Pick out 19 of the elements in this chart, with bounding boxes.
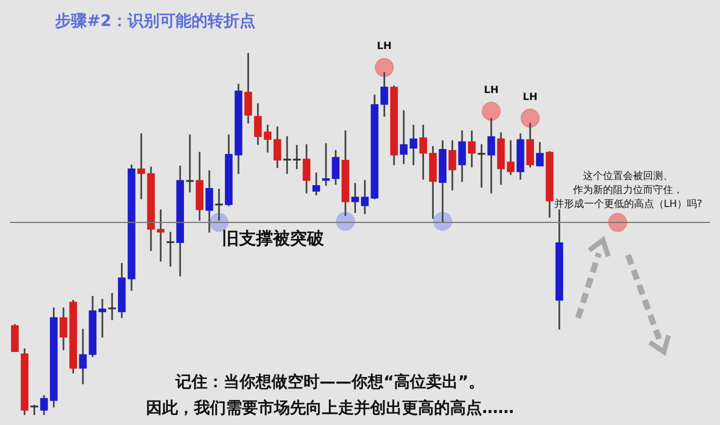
- annotation: 因此，我们需要市场先向上走并创出更高的高点……: [146, 398, 514, 418]
- chart-title: 步骤#2：识别可能的转折点: [55, 11, 256, 32]
- annotation: 作为新的阻力位而守住，: [573, 185, 683, 197]
- point: [520, 108, 540, 128]
- ref-line-label: 旧支撑被突破: [222, 228, 324, 250]
- candlestick: [478, 144, 486, 188]
- annotation: LH: [376, 41, 392, 52]
- annotation: 记住：当你想做空时——你想“高位卖出”。: [175, 372, 485, 392]
- candlestick: [322, 143, 330, 186]
- point: [374, 58, 394, 77]
- candlestick: [410, 124, 418, 166]
- point: [482, 102, 501, 121]
- annotation: LH: [484, 85, 499, 96]
- candlestick: [215, 188, 223, 221]
- annotation: LH: [522, 92, 538, 104]
- annotation: 这个位置会被回测、: [583, 171, 673, 183]
- point: [336, 212, 355, 231]
- point: [608, 212, 628, 232]
- annotation: 并形成一个更低的高点（LH）吗?: [554, 199, 702, 211]
